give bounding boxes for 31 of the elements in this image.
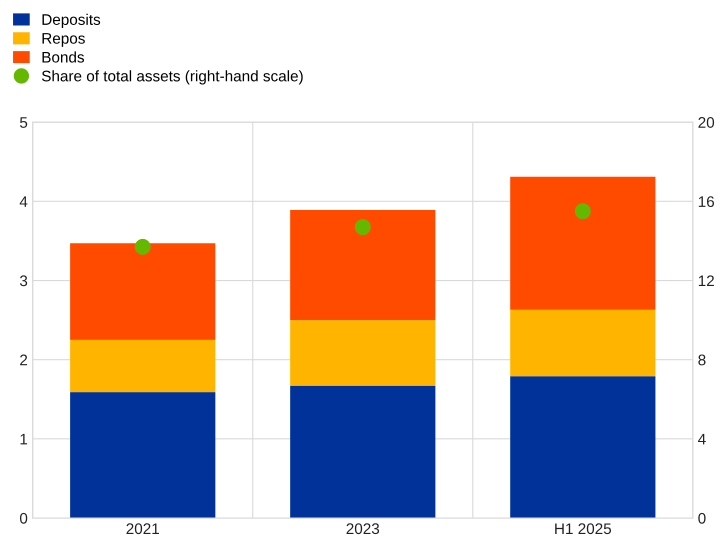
point [134, 238, 151, 255]
bar [510, 310, 656, 376]
y2-tick-label: 12 [698, 275, 714, 286]
y2-tick-label: 4 [698, 434, 706, 444]
bar [290, 210, 436, 320]
bar [70, 340, 216, 392]
y-tick-label: 0 [20, 512, 28, 524]
legend-label: Share of total assets (right-hand scale) [42, 70, 303, 84]
y-tick-label: 5 [20, 117, 28, 128]
legend-label: Deposits [42, 14, 100, 28]
legend-label: Repos [42, 33, 85, 47]
x-tick-label: H1 2025 [555, 523, 612, 534]
y-tick-label: 4 [20, 196, 28, 207]
y2-tick-label: 16 [698, 196, 714, 208]
bar [70, 243, 216, 340]
y-tick-label: 2 [20, 354, 28, 366]
y-tick-label: 1 [20, 434, 28, 444]
y2-tick-label: 0 [698, 512, 706, 524]
x-tick-label: 2023 [346, 523, 380, 534]
y2-tick-label: 8 [698, 354, 706, 366]
bar [290, 386, 436, 518]
y2-tick-label: 20 [698, 117, 714, 128]
bar [510, 176, 656, 310]
x-tick-label: 2021 [126, 523, 159, 534]
bar [290, 320, 436, 386]
legend-label: Bonds [42, 51, 84, 63]
point [354, 219, 371, 236]
bar [70, 392, 216, 518]
y-tick-label: 3 [20, 275, 28, 286]
point [574, 203, 591, 220]
bar [510, 376, 656, 518]
